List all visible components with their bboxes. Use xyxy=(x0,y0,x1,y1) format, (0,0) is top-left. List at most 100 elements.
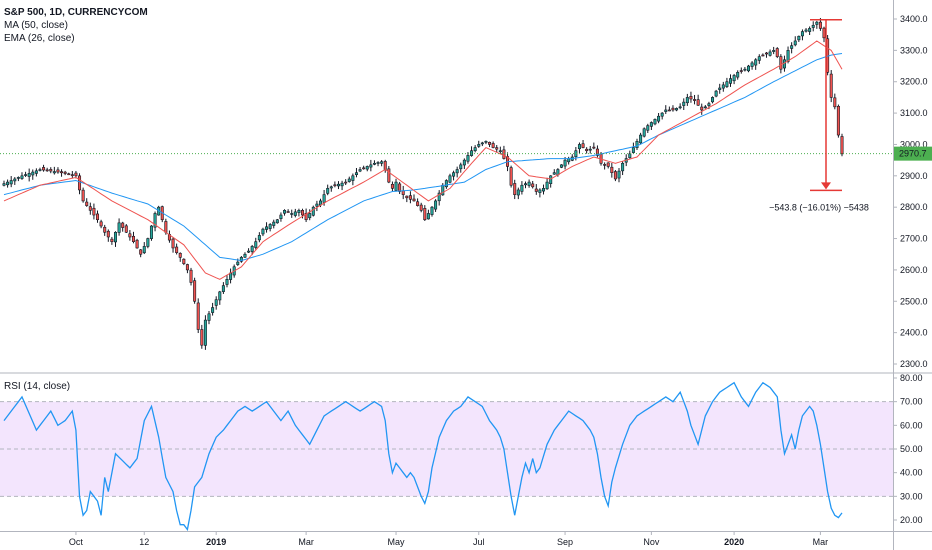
candle[interactable] xyxy=(218,291,222,301)
candle[interactable] xyxy=(96,213,100,221)
candle[interactable] xyxy=(685,97,689,104)
candle[interactable] xyxy=(49,169,53,172)
candle[interactable] xyxy=(721,84,725,89)
candle[interactable] xyxy=(225,279,229,285)
candle[interactable] xyxy=(466,155,470,162)
candle[interactable] xyxy=(603,164,607,166)
candle[interactable] xyxy=(265,226,269,230)
candle[interactable] xyxy=(405,195,409,199)
candle[interactable] xyxy=(247,250,251,253)
candle[interactable] xyxy=(297,210,301,213)
candle[interactable] xyxy=(815,21,819,25)
candle[interactable] xyxy=(689,96,693,100)
candle[interactable] xyxy=(67,173,71,176)
candle[interactable] xyxy=(779,56,783,70)
candle[interactable] xyxy=(732,75,736,82)
candle[interactable] xyxy=(419,204,423,211)
candle[interactable] xyxy=(667,109,671,112)
candle[interactable] xyxy=(509,167,513,186)
candle[interactable] xyxy=(739,70,743,72)
candle[interactable] xyxy=(764,52,768,55)
candle[interactable] xyxy=(671,107,675,111)
candle[interactable] xyxy=(261,228,265,235)
candle[interactable] xyxy=(818,21,822,29)
candle[interactable] xyxy=(106,230,110,238)
candle[interactable] xyxy=(416,201,420,206)
candle[interactable] xyxy=(301,210,305,216)
candle[interactable] xyxy=(444,180,448,188)
candle[interactable] xyxy=(63,171,67,174)
candle[interactable] xyxy=(836,105,840,136)
candle[interactable] xyxy=(24,174,28,176)
candle[interactable] xyxy=(9,180,13,185)
candle[interactable] xyxy=(797,35,801,41)
candle[interactable] xyxy=(538,189,542,193)
candle[interactable] xyxy=(279,214,283,219)
candle[interactable] xyxy=(412,198,416,202)
candle[interactable] xyxy=(613,171,617,180)
candle[interactable] xyxy=(462,159,466,166)
candle[interactable] xyxy=(333,184,337,187)
candle[interactable] xyxy=(833,97,837,108)
candle[interactable] xyxy=(6,181,10,186)
candle[interactable] xyxy=(750,62,754,67)
candle[interactable] xyxy=(239,257,243,262)
candle[interactable] xyxy=(631,147,635,153)
candle[interactable] xyxy=(236,261,240,265)
candle[interactable] xyxy=(214,299,218,306)
candle[interactable] xyxy=(110,238,114,242)
candle[interactable] xyxy=(308,213,312,219)
candle[interactable] xyxy=(131,235,135,242)
candle[interactable] xyxy=(243,253,247,258)
candle[interactable] xyxy=(164,221,168,233)
candle[interactable] xyxy=(146,238,150,247)
candle[interactable] xyxy=(660,112,664,117)
candle[interactable] xyxy=(387,168,391,183)
candle[interactable] xyxy=(498,150,502,153)
candle[interactable] xyxy=(329,186,333,189)
candle[interactable] xyxy=(520,184,524,192)
candle[interactable] xyxy=(354,172,358,176)
candle[interactable] xyxy=(268,224,272,229)
candle[interactable] xyxy=(365,166,369,170)
candle[interactable] xyxy=(142,246,146,254)
candle[interactable] xyxy=(211,307,215,313)
candle[interactable] xyxy=(437,192,441,202)
candle[interactable] xyxy=(711,97,715,103)
candle[interactable] xyxy=(178,252,182,258)
candle[interactable] xyxy=(74,172,78,177)
candle[interactable] xyxy=(88,206,92,211)
candle[interactable] xyxy=(369,164,373,168)
candle[interactable] xyxy=(149,225,153,239)
candle[interactable] xyxy=(380,161,384,164)
candle[interactable] xyxy=(189,269,193,283)
candle[interactable] xyxy=(477,144,481,147)
candle[interactable] xyxy=(193,280,197,302)
candle[interactable] xyxy=(675,108,679,111)
candle[interactable] xyxy=(70,174,74,176)
candle[interactable] xyxy=(124,225,128,233)
candle[interactable] xyxy=(693,99,697,101)
candle[interactable] xyxy=(775,48,779,57)
ema-line[interactable] xyxy=(3,40,843,280)
candle[interactable] xyxy=(703,106,707,109)
candle[interactable] xyxy=(408,195,412,200)
candle[interactable] xyxy=(718,87,722,90)
candle[interactable] xyxy=(78,175,82,191)
candle[interactable] xyxy=(829,73,833,98)
candle[interactable] xyxy=(185,264,189,271)
candle[interactable] xyxy=(45,169,49,172)
candle[interactable] xyxy=(34,170,38,174)
candle[interactable] xyxy=(42,167,46,171)
candle[interactable] xyxy=(336,183,340,187)
candle[interactable] xyxy=(117,222,121,233)
candle[interactable] xyxy=(552,172,556,175)
candle[interactable] xyxy=(423,208,427,221)
candle[interactable] xyxy=(811,24,815,28)
candle[interactable] xyxy=(574,150,578,158)
candle[interactable] xyxy=(394,181,398,191)
candle[interactable] xyxy=(545,181,549,190)
candle[interactable] xyxy=(649,122,653,127)
candle[interactable] xyxy=(85,201,89,206)
candle[interactable] xyxy=(326,188,330,194)
